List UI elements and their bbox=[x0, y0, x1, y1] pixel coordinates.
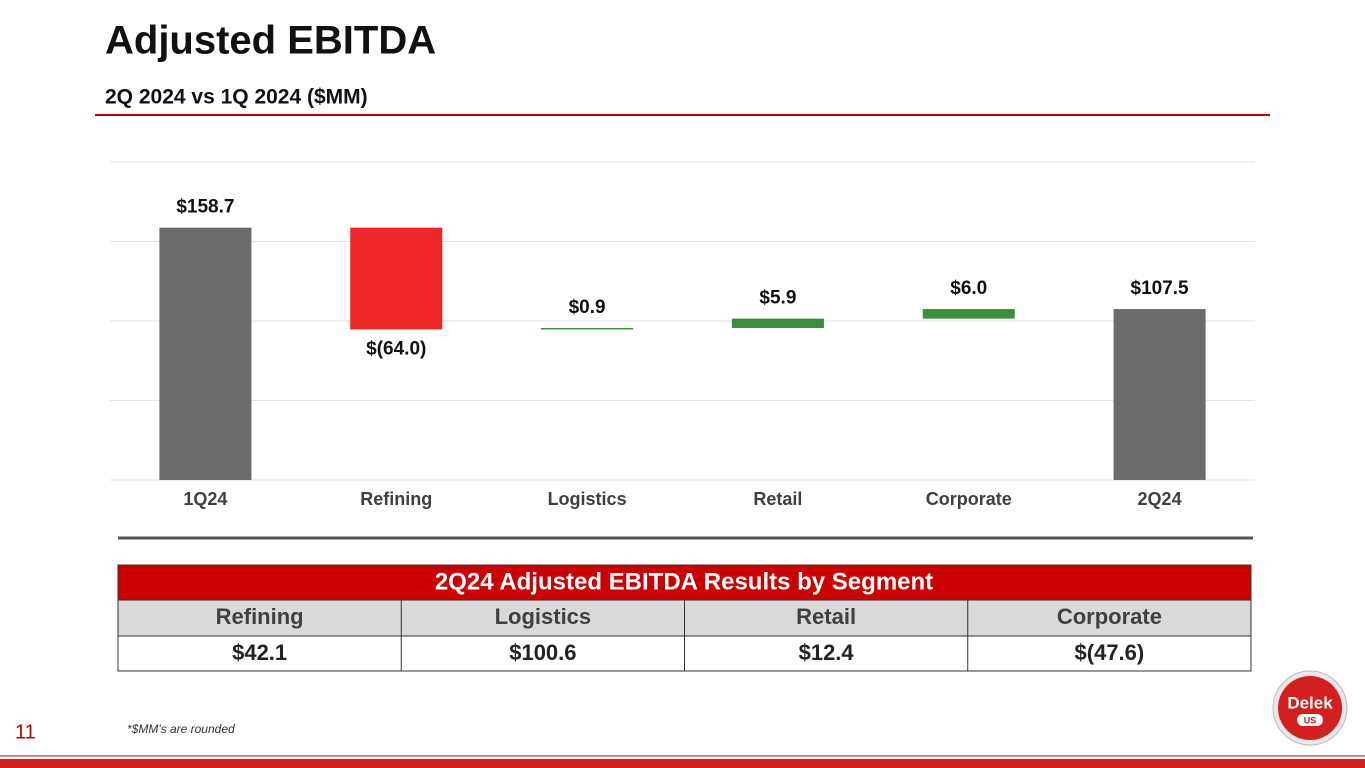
x-tick-label: 1Q24 bbox=[183, 489, 227, 509]
logo-name: Delek bbox=[1287, 693, 1333, 712]
table-cell: $42.1 bbox=[232, 640, 287, 665]
x-tick-label: Logistics bbox=[548, 489, 627, 509]
value-label: $107.5 bbox=[1131, 278, 1190, 299]
logo-disc bbox=[1278, 676, 1342, 740]
bar bbox=[922, 309, 1015, 319]
page-number: 11 bbox=[15, 721, 36, 743]
value-label: $0.9 bbox=[569, 297, 606, 318]
footer-bar bbox=[0, 759, 1365, 768]
value-label: $(64.0) bbox=[366, 338, 426, 359]
x-tick-label: 2Q24 bbox=[1138, 489, 1182, 509]
logo: Delek US bbox=[1272, 670, 1348, 746]
value-label: $5.9 bbox=[759, 288, 796, 309]
footnote: *$MM's are rounded bbox=[127, 722, 235, 736]
table-title: 2Q24 Adjusted EBITDA Results by Segment bbox=[435, 568, 933, 595]
title: Adjusted EBITDA bbox=[105, 19, 436, 63]
value-label: $6.0 bbox=[950, 278, 987, 299]
logo-pill bbox=[1297, 714, 1323, 726]
x-tick-label: Retail bbox=[753, 489, 802, 509]
subtitle: 2Q 2024 vs 1Q 2024 ($MM) bbox=[105, 86, 368, 109]
logo-sub: US bbox=[1304, 715, 1317, 725]
x-tick-label: Refining bbox=[360, 489, 432, 509]
table-header-cell: Corporate bbox=[1057, 604, 1162, 629]
table-header-cell: Logistics bbox=[495, 604, 592, 629]
table-header-cell: Refining bbox=[216, 604, 304, 629]
table-cell: $(47.6) bbox=[1075, 640, 1145, 665]
value-label: $158.7 bbox=[176, 197, 234, 218]
bar bbox=[159, 227, 252, 480]
x-tick-label: Corporate bbox=[926, 489, 1012, 509]
bar bbox=[541, 327, 634, 330]
table-title-bg bbox=[117, 564, 1252, 601]
table-cell: $100.6 bbox=[509, 640, 576, 665]
bar bbox=[731, 318, 824, 328]
bar bbox=[1113, 309, 1206, 480]
table-cell: $12.4 bbox=[799, 640, 855, 665]
bar bbox=[350, 227, 443, 330]
table-header-cell: Retail bbox=[796, 604, 856, 629]
